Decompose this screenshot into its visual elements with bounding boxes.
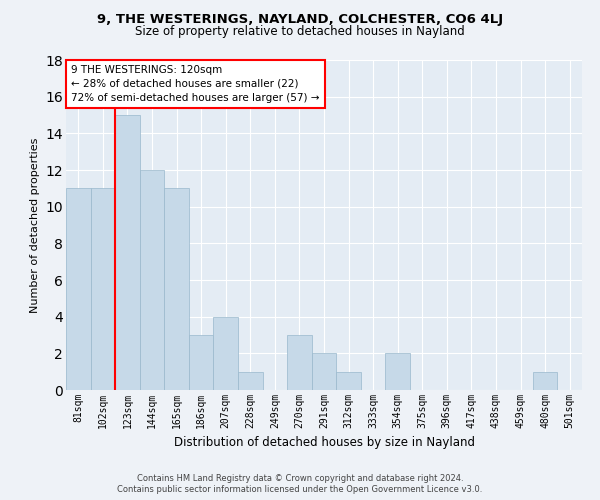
Bar xyxy=(164,188,189,390)
Text: 9 THE WESTERINGS: 120sqm
← 28% of detached houses are smaller (22)
72% of semi-d: 9 THE WESTERINGS: 120sqm ← 28% of detach… xyxy=(71,65,320,103)
Bar xyxy=(214,316,238,390)
Bar xyxy=(238,372,263,390)
Bar xyxy=(385,354,410,390)
Text: Contains HM Land Registry data © Crown copyright and database right 2024.
Contai: Contains HM Land Registry data © Crown c… xyxy=(118,474,482,494)
Bar xyxy=(115,115,140,390)
Bar xyxy=(533,372,557,390)
Bar xyxy=(312,354,336,390)
Bar xyxy=(189,335,214,390)
Bar xyxy=(140,170,164,390)
Bar xyxy=(287,335,312,390)
Bar xyxy=(91,188,115,390)
X-axis label: Distribution of detached houses by size in Nayland: Distribution of detached houses by size … xyxy=(173,436,475,450)
Text: Size of property relative to detached houses in Nayland: Size of property relative to detached ho… xyxy=(135,25,465,38)
Y-axis label: Number of detached properties: Number of detached properties xyxy=(30,138,40,312)
Bar xyxy=(336,372,361,390)
Bar xyxy=(66,188,91,390)
Text: 9, THE WESTERINGS, NAYLAND, COLCHESTER, CO6 4LJ: 9, THE WESTERINGS, NAYLAND, COLCHESTER, … xyxy=(97,12,503,26)
